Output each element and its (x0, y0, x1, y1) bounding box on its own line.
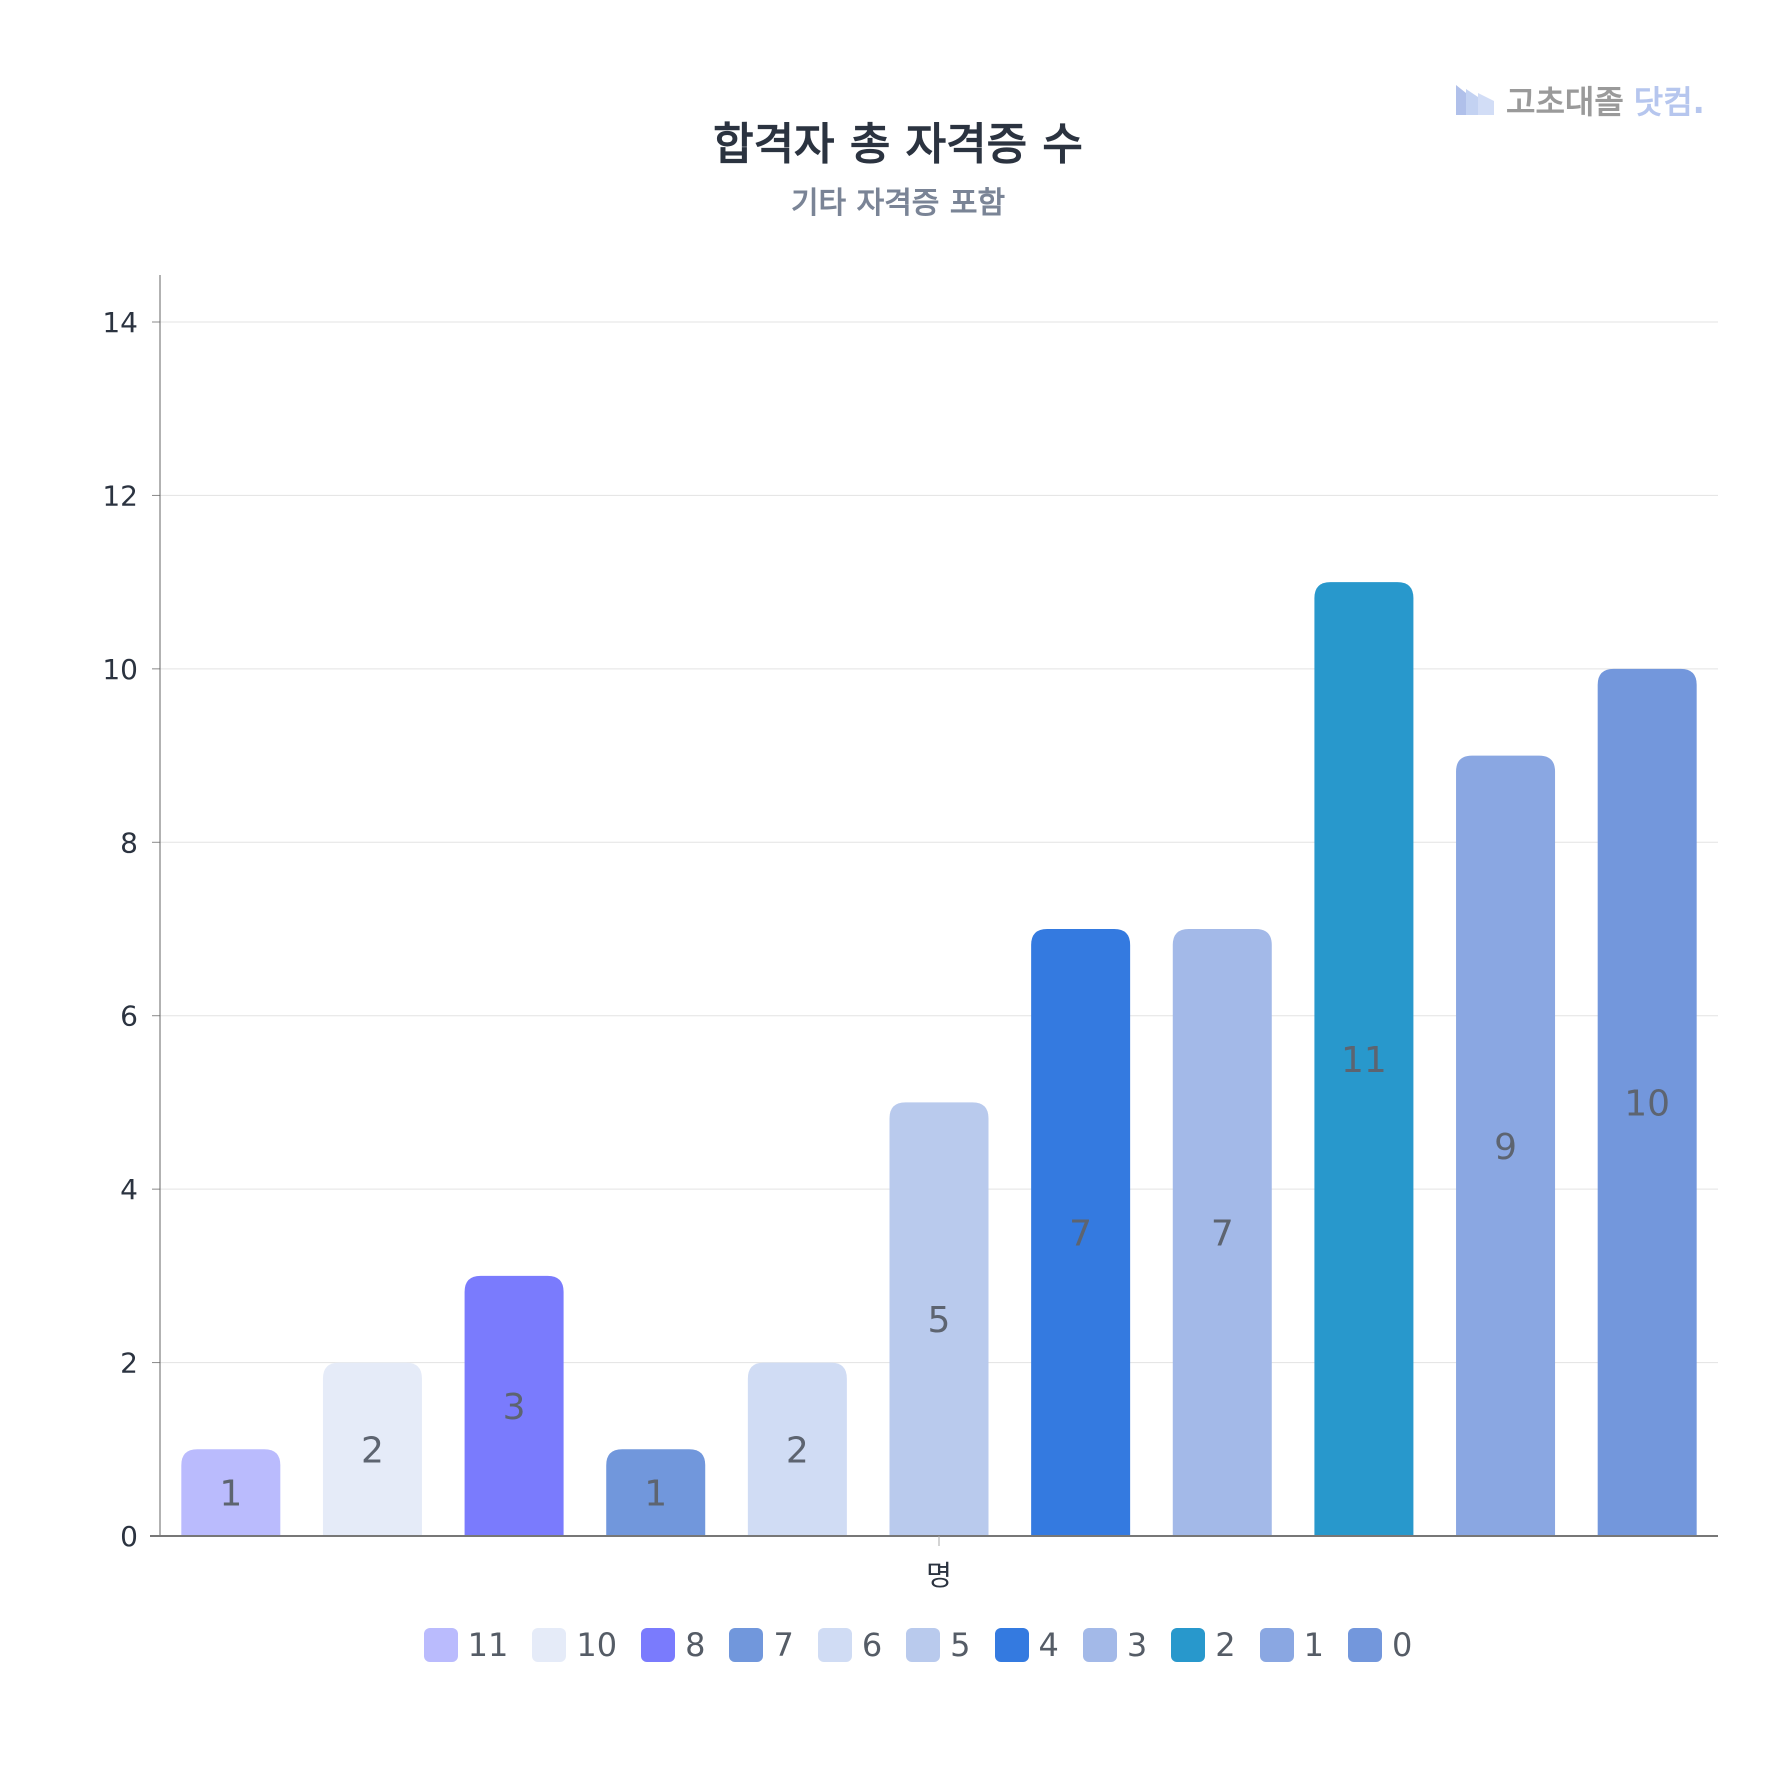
legend-item[interactable]: 4 (994, 1626, 1059, 1664)
bar (1314, 582, 1414, 1536)
legend-swatch (1082, 1628, 1117, 1662)
bar-data-label: 9 (1494, 1127, 1517, 1168)
legend-label: 2 (1215, 1626, 1236, 1664)
bar-data-label: 2 (786, 1430, 809, 1471)
legend-swatch (641, 1628, 676, 1662)
bar-data-label: 10 (1624, 1083, 1670, 1124)
legend-item[interactable]: 6 (817, 1626, 883, 1664)
legend: 11 10 8 7 6 5 4 3 2 1 0 (0, 1626, 1780, 1664)
bar (747, 1362, 847, 1536)
bar (464, 1275, 564, 1536)
legend-item[interactable]: 3 (1082, 1626, 1148, 1664)
y-tick-label: 2 (120, 1347, 138, 1380)
bar (606, 1449, 706, 1536)
bar (1456, 755, 1556, 1536)
legend-item[interactable]: 7 (729, 1626, 794, 1664)
legend-swatch (1347, 1628, 1382, 1662)
logo-text: 고초대졸 (1506, 83, 1624, 121)
bar (1031, 929, 1131, 1536)
legend-swatch (994, 1628, 1029, 1662)
y-tick-label: 6 (120, 1000, 138, 1033)
bar (1172, 929, 1272, 1536)
y-tick-label: 8 (120, 826, 138, 859)
legend-label: 3 (1126, 1626, 1148, 1664)
bar-data-label: 11 (1341, 1040, 1387, 1081)
brand-logo: 고초대졸 닷컴. (1456, 78, 1705, 122)
factory-icon (1456, 85, 1494, 115)
legend-label: 8 (685, 1626, 706, 1664)
legend-label: 11 (467, 1626, 509, 1664)
bar (322, 1362, 422, 1536)
bar (1597, 668, 1697, 1536)
bar-data-label: 1 (219, 1474, 242, 1515)
chart-subtitle: 기타 자격증 포함 (790, 186, 1006, 221)
legend-swatch (532, 1628, 567, 1662)
legend-label: 4 (1038, 1626, 1059, 1664)
chart-title: 합격자 총 자격증 수 (713, 119, 1083, 170)
y-tick-label: 10 (102, 653, 138, 686)
x-axis-label: 명 (926, 1559, 952, 1592)
y-tick-label: 12 (102, 479, 138, 512)
legend-swatch (1259, 1628, 1294, 1662)
legend-label: 10 (576, 1626, 618, 1664)
legend-label: 6 (861, 1626, 883, 1664)
bar-data-label: 7 (1069, 1214, 1092, 1255)
bar (181, 1449, 281, 1536)
legend-label: 7 (773, 1626, 794, 1664)
y-tick-label: 4 (120, 1173, 138, 1206)
legend-swatch (1171, 1628, 1206, 1662)
bar (889, 1102, 989, 1536)
legend-item[interactable]: 10 (532, 1626, 617, 1664)
legend-swatch (906, 1628, 941, 1662)
logo-text-accent: 닷컴. (1633, 83, 1705, 121)
y-tick-label: 14 (102, 306, 138, 339)
legend-item[interactable]: 0 (1347, 1626, 1413, 1664)
bar-data-label: 3 (503, 1387, 526, 1428)
y-tick-label: 0 (120, 1520, 138, 1553)
legend-item[interactable]: 2 (1171, 1626, 1236, 1664)
legend-item[interactable]: 8 (641, 1626, 705, 1664)
legend-item[interactable]: 5 (906, 1626, 971, 1664)
legend-label: 0 (1391, 1626, 1413, 1664)
bar-data-label: 1 (644, 1474, 667, 1515)
legend-label: 5 (950, 1626, 971, 1664)
legend-item[interactable]: 11 (423, 1626, 509, 1664)
legend-item[interactable]: 1 (1259, 1626, 1324, 1664)
bar-data-label: 2 (361, 1430, 384, 1471)
legend-swatch (817, 1628, 852, 1662)
legend-label: 1 (1303, 1626, 1324, 1664)
bar-data-label: 7 (1211, 1214, 1234, 1255)
legend-swatch (729, 1628, 764, 1662)
bar-data-label: 5 (928, 1300, 951, 1341)
legend-swatch (423, 1628, 458, 1662)
